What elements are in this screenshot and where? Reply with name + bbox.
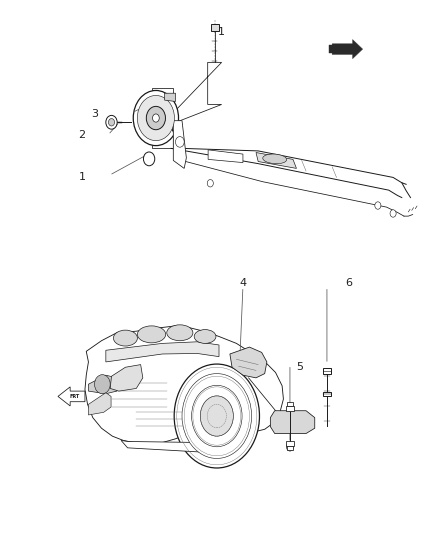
Bar (323, 368, 331, 374)
Circle shape (106, 115, 117, 129)
Bar (286, 407, 294, 411)
Polygon shape (270, 411, 315, 433)
Circle shape (138, 95, 174, 141)
Polygon shape (173, 62, 222, 123)
Bar (287, 402, 293, 407)
Ellipse shape (167, 325, 193, 341)
Polygon shape (85, 326, 283, 444)
Ellipse shape (138, 326, 166, 343)
Polygon shape (88, 375, 117, 394)
Circle shape (191, 385, 242, 447)
Circle shape (144, 152, 155, 166)
Text: 1: 1 (78, 172, 85, 182)
Circle shape (390, 210, 396, 217)
Polygon shape (173, 120, 186, 168)
Circle shape (182, 374, 252, 458)
Circle shape (174, 364, 259, 468)
Bar (323, 392, 331, 397)
Text: FRT: FRT (69, 394, 80, 399)
Text: 5: 5 (296, 362, 303, 372)
Ellipse shape (113, 330, 138, 346)
Bar (287, 446, 293, 450)
Circle shape (286, 442, 293, 451)
Circle shape (207, 180, 213, 187)
Bar (328, 45, 333, 53)
Circle shape (176, 136, 184, 147)
Ellipse shape (263, 154, 286, 164)
Text: 6: 6 (345, 278, 352, 288)
Circle shape (109, 118, 115, 126)
Ellipse shape (194, 329, 216, 343)
Polygon shape (208, 150, 243, 163)
Text: 2: 2 (78, 130, 85, 140)
Bar (211, 23, 219, 30)
Circle shape (200, 396, 233, 436)
Bar (286, 441, 294, 446)
Polygon shape (152, 88, 173, 148)
Text: 3: 3 (92, 109, 99, 119)
Circle shape (95, 375, 110, 394)
Polygon shape (121, 439, 219, 453)
Polygon shape (88, 393, 111, 415)
Polygon shape (256, 152, 297, 168)
Polygon shape (110, 365, 143, 391)
Circle shape (146, 107, 166, 130)
Polygon shape (230, 347, 267, 378)
Circle shape (152, 114, 159, 122)
Polygon shape (58, 387, 85, 406)
Polygon shape (106, 342, 219, 362)
Text: 4: 4 (240, 278, 247, 288)
Circle shape (133, 91, 179, 146)
Text: 1: 1 (218, 27, 225, 37)
Polygon shape (165, 93, 176, 101)
Polygon shape (332, 39, 363, 59)
Circle shape (375, 202, 381, 209)
